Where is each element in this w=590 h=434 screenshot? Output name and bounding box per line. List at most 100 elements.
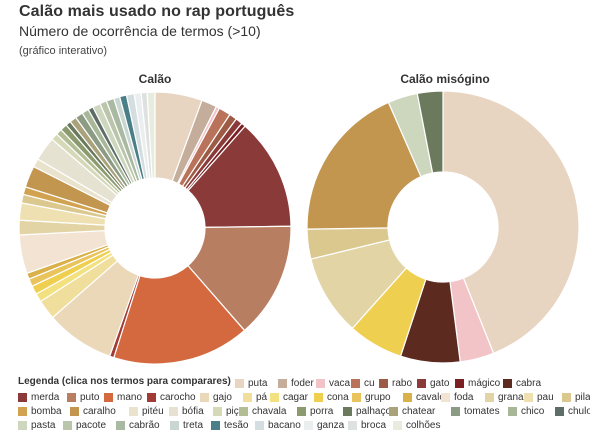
- legend-item-puto[interactable]: puto: [67, 392, 99, 403]
- legend-item-grupo[interactable]: grupo: [352, 392, 391, 403]
- legend-swatch: [348, 421, 357, 430]
- legend-item-chico[interactable]: chico: [508, 406, 544, 417]
- legend-item-tesão[interactable]: tesão: [211, 420, 248, 431]
- legend-swatch: [555, 407, 564, 416]
- legend-label: porra: [310, 406, 334, 417]
- legend-item-cona[interactable]: cona: [314, 392, 349, 403]
- legend-item-bomba[interactable]: bomba: [18, 406, 62, 417]
- legend-item-pasta[interactable]: pasta: [18, 420, 55, 431]
- legend-item-tomates[interactable]: tomates: [451, 406, 500, 417]
- legend-label: mano: [117, 392, 143, 403]
- legend-item-bófia[interactable]: bófia: [169, 406, 204, 417]
- legend-label: piça: [226, 406, 245, 417]
- legend-swatch: [485, 393, 494, 402]
- legend-item-merda[interactable]: merda: [18, 392, 59, 403]
- legend-item-gajo[interactable]: gajo: [200, 392, 232, 403]
- slice-caralho[interactable]: [306, 101, 422, 230]
- legend-item-puta[interactable]: puta: [235, 378, 267, 389]
- slice-puto[interactable]: [187, 225, 292, 332]
- legend-swatch: [18, 407, 27, 416]
- legend-label: cagar: [283, 392, 309, 403]
- slice-puta[interactable]: [442, 90, 580, 355]
- legend-item-cabrão[interactable]: cabrão: [116, 420, 160, 431]
- donut-title-calao-misogino: Calão misógino: [400, 72, 490, 86]
- legend-swatch: [316, 379, 325, 388]
- legend-item-cabra[interactable]: cabra: [503, 378, 541, 389]
- legend-item-chatear[interactable]: chatear: [389, 406, 435, 417]
- legend-swatch: [129, 407, 138, 416]
- legend-item-pitéu[interactable]: pitéu: [129, 406, 164, 417]
- legend-label: foder: [291, 378, 314, 389]
- legend-swatch: [70, 407, 79, 416]
- legend-label: chico: [521, 406, 545, 417]
- legend-item-broca[interactable]: broca: [348, 420, 386, 431]
- legend-label: vaca: [329, 378, 351, 389]
- legend-item-rabo[interactable]: rabo: [379, 378, 412, 389]
- legend-item-gato[interactable]: gato: [417, 378, 449, 389]
- legend-item-palhaço[interactable]: palhaço: [343, 406, 391, 417]
- legend-label: cona: [327, 392, 349, 403]
- legend-title: Legenda (clica nos termos para comparare…: [18, 376, 231, 387]
- legend-label: palhaço: [356, 406, 392, 417]
- legend-item-carocho[interactable]: carocho: [147, 392, 196, 403]
- legend-item-caralho[interactable]: caralho: [70, 406, 116, 417]
- legend-label: pasta: [31, 420, 56, 431]
- legend-swatch: [169, 407, 178, 416]
- legend-label: cu: [364, 378, 375, 389]
- legend-swatch: [503, 379, 512, 388]
- legend-item-chavala[interactable]: chavala: [239, 406, 286, 417]
- legend-label: bófia: [182, 406, 204, 417]
- legend-swatch: [270, 393, 279, 402]
- legend-item-vaca[interactable]: vaca: [316, 378, 350, 389]
- legend-label: cabra: [516, 378, 542, 389]
- legend-swatch: [235, 379, 244, 388]
- legend-swatch: [170, 421, 179, 430]
- legend-swatch: [243, 393, 252, 402]
- legend-label: pá: [256, 392, 268, 403]
- legend-item-pau[interactable]: pau: [524, 392, 554, 403]
- slice-chatear[interactable]: [416, 90, 444, 174]
- legend-label: pitéu: [142, 406, 164, 417]
- donut-title-calao: Calão: [138, 72, 172, 86]
- legend-label: foda: [454, 392, 474, 403]
- legend-item-foder[interactable]: foder: [278, 378, 314, 389]
- legend-item-mano[interactable]: mano: [104, 392, 142, 403]
- legend-item-ganza[interactable]: ganza: [304, 420, 344, 431]
- legend-label: mágico: [468, 378, 501, 389]
- legend-item-foda[interactable]: foda: [441, 392, 473, 403]
- legend-label: puto: [80, 392, 100, 403]
- legend-label: bomba: [31, 406, 62, 417]
- legend-item-cavalo[interactable]: cavalo: [403, 392, 445, 403]
- chart-subtitle: Número de ocorrência de termos (>10): [19, 23, 261, 39]
- legend-label: cavalo: [416, 392, 445, 403]
- slice-colhões[interactable]: [146, 91, 156, 179]
- legend-swatch: [351, 379, 360, 388]
- legend-label: chulo: [568, 406, 590, 417]
- legend-label: ganza: [317, 420, 345, 431]
- legend-item-chulo[interactable]: chulo: [555, 406, 590, 417]
- legend-item-bacano[interactable]: bacano: [255, 420, 301, 431]
- legend-item-pila[interactable]: pila: [562, 392, 590, 403]
- legend-item-cu[interactable]: cu: [351, 378, 375, 389]
- legend-swatch: [562, 393, 571, 402]
- legend-label: gato: [430, 378, 450, 389]
- legend-item-cagar[interactable]: cagar: [270, 392, 308, 403]
- legend-swatch: [213, 407, 222, 416]
- legend-swatch: [343, 407, 352, 416]
- legend-item-piça[interactable]: piça: [213, 406, 244, 417]
- legend-label: cabrão: [129, 420, 160, 431]
- legend-label: tomates: [464, 406, 500, 417]
- legend-item-colhões[interactable]: colhões: [393, 420, 440, 431]
- legend-item-grana[interactable]: grana: [485, 392, 524, 403]
- legend-item-mágico[interactable]: mágico: [455, 378, 500, 389]
- slice-mano[interactable]: [113, 264, 246, 365]
- legend-item-porra[interactable]: porra: [297, 406, 333, 417]
- legend-swatch: [104, 393, 113, 402]
- legend-item-pacote[interactable]: pacote: [63, 420, 106, 431]
- legend-swatch: [239, 407, 248, 416]
- legend-swatch: [352, 393, 361, 402]
- legend-label: chatear: [402, 406, 436, 417]
- legend-swatch: [379, 379, 388, 388]
- legend-item-pá[interactable]: pá: [243, 392, 267, 403]
- legend-item-treta[interactable]: treta: [170, 420, 203, 431]
